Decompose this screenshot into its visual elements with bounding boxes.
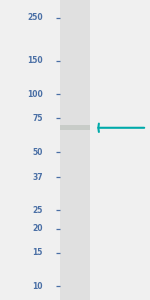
Text: 15: 15: [32, 248, 43, 257]
Bar: [60, 0, 90, 300]
Text: 150: 150: [27, 56, 43, 65]
Text: 10: 10: [32, 282, 43, 291]
Text: 50: 50: [32, 148, 43, 157]
Bar: [60, 125, 90, 130]
Text: 20: 20: [32, 224, 43, 233]
Text: 37: 37: [32, 173, 43, 182]
Text: 25: 25: [32, 206, 43, 214]
Text: 100: 100: [27, 90, 43, 99]
Text: 75: 75: [32, 114, 43, 123]
Text: 250: 250: [27, 14, 43, 22]
